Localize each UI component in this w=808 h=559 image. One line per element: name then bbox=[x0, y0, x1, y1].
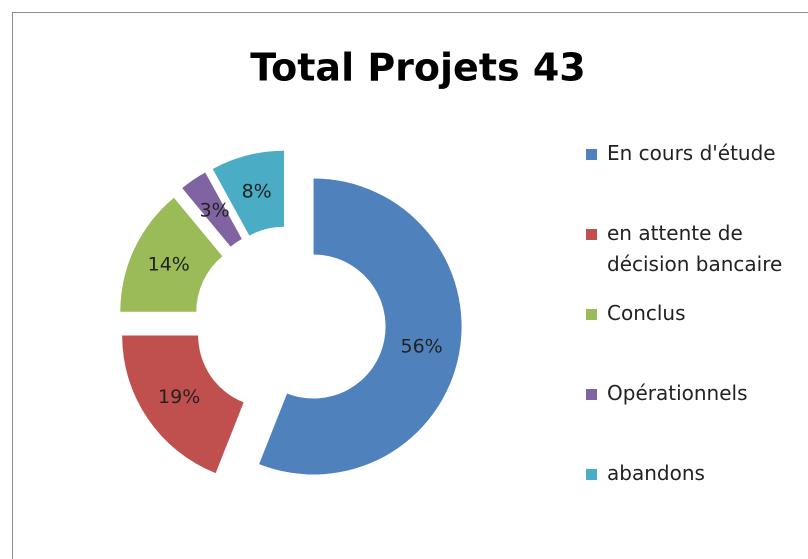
legend-label: abandons bbox=[607, 461, 705, 485]
donut-slice bbox=[120, 197, 223, 312]
legend-swatch bbox=[586, 389, 597, 400]
legend-label: Opérationnels bbox=[607, 381, 748, 405]
legend-label: en attente de décision bancaire bbox=[607, 221, 783, 276]
donut-slice bbox=[182, 172, 242, 247]
data-label: 8% bbox=[242, 181, 272, 203]
data-label: 19% bbox=[158, 386, 200, 408]
legend-label: En cours d'étude bbox=[607, 141, 776, 165]
data-label: 14% bbox=[148, 253, 190, 275]
legend-label: Conclus bbox=[607, 301, 686, 325]
legend-item: En cours d'étude bbox=[586, 138, 796, 218]
legend-swatch bbox=[586, 229, 597, 240]
data-label: 3% bbox=[200, 200, 230, 222]
legend-item: en attente de décision bancaire bbox=[586, 218, 796, 298]
donut-slice bbox=[259, 178, 462, 475]
legend-swatch bbox=[586, 469, 597, 480]
legend-swatch bbox=[586, 149, 597, 160]
legend-item: Conclus bbox=[586, 298, 796, 378]
legend: En cours d'étude en attente de décision b… bbox=[586, 138, 796, 538]
legend-item: Opérationnels bbox=[586, 378, 796, 458]
data-label: 56% bbox=[401, 336, 443, 358]
donut-slice bbox=[122, 335, 244, 474]
legend-swatch bbox=[586, 309, 597, 320]
legend-item: abandons bbox=[586, 458, 796, 538]
donut-slice bbox=[212, 150, 285, 236]
chart-title: Total Projets 43 bbox=[250, 46, 585, 90]
